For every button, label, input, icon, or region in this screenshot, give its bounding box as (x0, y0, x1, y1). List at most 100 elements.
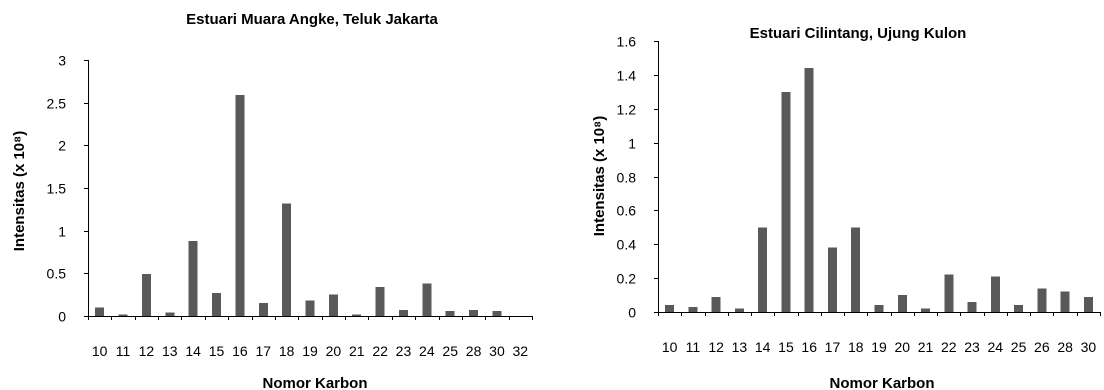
x-tick-label: 19 (871, 339, 887, 355)
x-tick-label: 26 (1034, 339, 1050, 355)
bar-20 (328, 294, 338, 316)
chart-cilintang: Estuari Cilintang, Ujung Kulon Intensita… (591, 25, 1101, 390)
bar-22 (944, 274, 954, 312)
y-tick-label: 1.6 (617, 34, 637, 50)
bar-28 (469, 310, 479, 316)
y-tick-label: 1 (628, 136, 636, 152)
bar-12 (711, 296, 721, 312)
y-axis-label: Intensitas (x 10⁸) (11, 131, 28, 251)
bar-30 (1083, 296, 1093, 312)
x-tick-label: 30 (1081, 339, 1097, 355)
bar-22 (375, 286, 385, 316)
y-tick-label: 0.6 (617, 203, 637, 219)
x-tick-label: 10 (662, 339, 678, 355)
x-tick-label: 12 (708, 339, 724, 355)
x-tick-label: 21 (918, 339, 934, 355)
bar-25 (1014, 305, 1024, 312)
y-tick-label: 0.8 (617, 170, 637, 186)
x-tick-label: 25 (442, 343, 458, 359)
bar-10 (95, 307, 105, 316)
x-tick-label: 13 (162, 343, 178, 359)
bar-13 (165, 312, 175, 316)
bar-26 (1037, 288, 1047, 312)
y-tick-label: 0.2 (617, 271, 637, 287)
x-tick-label: 19 (302, 343, 318, 359)
x-tick-label: 24 (419, 343, 435, 359)
x-tick-label: 23 (396, 343, 412, 359)
bar-11 (118, 314, 128, 316)
y-tick-label: 1 (58, 224, 66, 240)
bar-23 (967, 301, 977, 312)
x-tick-label: 17 (825, 339, 841, 355)
bar-12 (141, 274, 151, 316)
y-tick-label: 2.5 (47, 96, 67, 112)
x-tick-label: 25 (1011, 339, 1027, 355)
x-tick-label: 14 (755, 339, 771, 355)
x-tick-label: 21 (349, 343, 365, 359)
x-tick-label: 10 (92, 343, 108, 359)
x-tick-label: 11 (686, 339, 701, 355)
x-tick-label: 28 (1057, 339, 1073, 355)
chart-muara-angke: Estuari Muara Angke, Teluk Jakarta Inten… (11, 11, 533, 390)
y-tick-label: 1.5 (47, 181, 67, 197)
x-tick-label: 32 (513, 343, 529, 359)
y-tick-label: 0.5 (47, 266, 67, 282)
x-tick-label: 16 (801, 339, 817, 355)
bar-16 (804, 68, 814, 312)
bar-17 (827, 247, 837, 312)
bar-13 (734, 308, 744, 312)
x-tick-label: 15 (209, 343, 225, 359)
x-axis-label: Nomor Karbon (830, 375, 935, 390)
y-tick-label: 1.2 (617, 102, 637, 118)
y-tick-label: 2 (58, 138, 66, 154)
bar-15 (781, 91, 791, 312)
bar-21 (352, 314, 362, 316)
bar-18 (282, 203, 292, 316)
x-tick-label: 30 (489, 343, 505, 359)
x-tick-label: 12 (139, 343, 155, 359)
x-tick-label: 22 (941, 339, 957, 355)
bar-10 (665, 305, 675, 312)
x-tick-label: 18 (279, 343, 295, 359)
y-axis-label: Intensitas (x 10⁸) (591, 116, 608, 236)
bar-14 (758, 227, 768, 312)
bar-24 (422, 283, 432, 316)
y-tick-label: 3 (58, 53, 66, 69)
x-axis-label: Nomor Karbon (263, 375, 368, 390)
bar-20 (897, 295, 907, 312)
x-tick-label: 20 (326, 343, 342, 359)
x-tick-label: 13 (732, 339, 748, 355)
y-tick-label: 0 (628, 305, 636, 321)
x-tick-label: 15 (778, 339, 794, 355)
bar-30 (492, 310, 502, 316)
x-tick-label: 11 (116, 343, 131, 359)
x-tick-label: 20 (894, 339, 910, 355)
bar-23 (398, 310, 408, 316)
bar-25 (445, 310, 455, 316)
bar-18 (851, 227, 861, 312)
x-tick-label: 22 (372, 343, 388, 359)
x-tick-label: 18 (848, 339, 864, 355)
bar-14 (188, 240, 198, 316)
x-tick-label: 28 (466, 343, 482, 359)
bar-17 (258, 303, 268, 316)
bar-16 (235, 94, 245, 317)
bar-21 (921, 308, 931, 312)
y-tick-label: 1.4 (617, 68, 637, 84)
x-tick-label: 16 (232, 343, 248, 359)
bar-24 (990, 276, 1000, 312)
bar-28 (1060, 291, 1070, 312)
y-tick-label: 0.4 (617, 237, 637, 253)
bar-19 (874, 305, 884, 312)
chart-title: Estuari Cilintang, Ujung Kulon (750, 25, 967, 42)
x-tick-label: 23 (964, 339, 980, 355)
x-tick-label: 17 (255, 343, 271, 359)
bar-11 (688, 306, 698, 312)
bar-19 (305, 300, 315, 316)
bar-15 (212, 292, 222, 316)
x-tick-label: 14 (185, 343, 201, 359)
x-tick-label: 24 (988, 339, 1004, 355)
y-tick-label: 0 (58, 309, 66, 325)
chart-title: Estuari Muara Angke, Teluk Jakarta (186, 11, 438, 28)
